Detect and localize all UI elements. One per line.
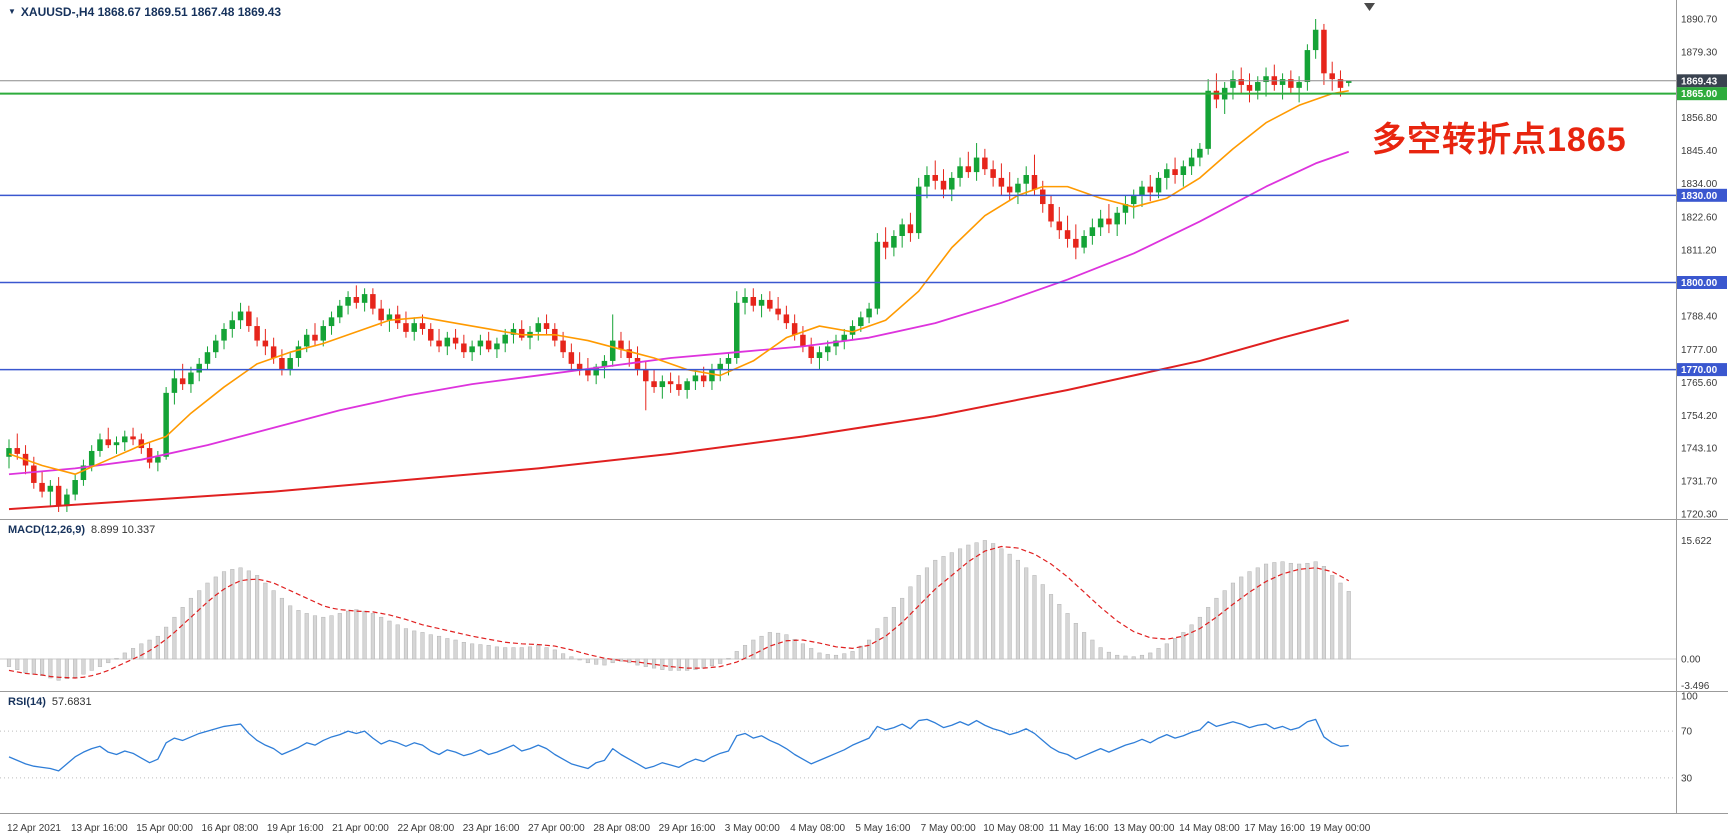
time-axis-label: 11 May 16:00 (1049, 823, 1109, 834)
candlestick-series (6, 19, 1352, 512)
price-badge-label: 1770.00 (1681, 365, 1718, 376)
price-badge (1677, 363, 1727, 377)
time-axis-label: 23 Apr 16:00 (463, 823, 520, 834)
time-axis-label: 28 Apr 08:00 (593, 823, 650, 834)
rsi-name: RSI(14) (8, 696, 46, 708)
price-badge-label: 1865.00 (1681, 89, 1718, 100)
time-axis-label: 19 May 00:00 (1310, 823, 1371, 834)
macd-name: MACD(12,26,9) (8, 524, 86, 536)
price-tick-label: 1788.40 (1681, 312, 1718, 323)
price-tick-label: 1720.30 (1681, 510, 1718, 521)
time-axis-label: 13 May 00:00 (1114, 823, 1175, 834)
time-axis-label: 17 May 16:00 (1244, 823, 1305, 834)
moving-average-lines (8, 89, 1350, 511)
price-tick-label: 1834.00 (1681, 179, 1718, 190)
rsi-tick-label: 70 (1681, 727, 1693, 738)
rsi-value: 57.6831 (51, 696, 92, 708)
price-tick-label: 1890.70 (1681, 15, 1718, 26)
time-axis-label: 7 May 00:00 (921, 823, 976, 834)
time-axis-label: 10 May 08:00 (983, 823, 1044, 834)
price-tick-label: 1811.20 (1681, 245, 1717, 256)
price-badge (1677, 276, 1727, 289)
price-tick-label: 1822.60 (1681, 212, 1718, 223)
price-tick-label: 1743.10 (1681, 443, 1718, 454)
time-axis[interactable]: 12 Apr 2021 13 Apr 16:00 15 Apr 00:00 16 Ap… (7, 823, 1371, 834)
price-badge-label: 1869.43 (1681, 76, 1718, 87)
rsi-indicator-panel (0, 718, 1676, 779)
trade-annotation-text: 多空转折点1865 (1372, 121, 1627, 159)
rsi-tick-label: 30 (1681, 773, 1693, 784)
time-axis-label: 5 May 16:00 (855, 823, 910, 834)
price-badge-label: 1800.00 (1681, 278, 1718, 289)
time-axis-label: 27 Apr 00:00 (528, 823, 585, 834)
price-tick-label: 1765.60 (1681, 378, 1718, 389)
chevron-down-icon[interactable]: ▼ (8, 7, 16, 16)
time-axis-label: 3 May 00:00 (725, 823, 780, 834)
price-badge (1677, 74, 1727, 88)
time-axis-label: 22 Apr 08:00 (397, 823, 454, 834)
chart-title: ▼ XAUUSD-,H4 1868.67 1869.51 1867.48 1869… (8, 5, 281, 19)
price-tick-label: 1731.70 (1681, 476, 1718, 487)
panel-separators (0, 3, 1728, 814)
macd-tick-label: -3.496 (1681, 681, 1710, 692)
macd-values: 8.899 10.337 (91, 524, 156, 536)
time-axis-label: 12 Apr 2021 (7, 823, 61, 834)
time-axis-label: 15 Apr 00:00 (136, 823, 193, 834)
time-axis-label: 21 Apr 00:00 (332, 823, 389, 834)
price-badge-label: 1830.00 (1681, 191, 1718, 202)
symbol-ohlc-text: XAUUSD-,H4 1868.67 1869.51 1867.48 1869.… (20, 5, 282, 19)
macd-indicator-panel (0, 540, 1676, 681)
price-axis[interactable]: 1890.70 1879.30 1856.80 1845.40 1834.00 1822.… (1676, 0, 1728, 813)
macd-label: MACD(12,26,9) 8.899 10.337 (8, 524, 155, 536)
price-tick-label: 1754.20 (1681, 411, 1718, 422)
time-axis-label: 13 Apr 16:00 (71, 823, 128, 834)
price-badge (1677, 188, 1727, 202)
price-tick-label: 1879.30 (1681, 48, 1718, 59)
horizontal-level-lines[interactable] (0, 80, 1676, 371)
rsi-tick-label: 100 (1681, 692, 1698, 703)
time-axis-label: 16 Apr 08:00 (202, 823, 259, 834)
time-axis-label: 4 May 08:00 (790, 823, 845, 834)
chart-shift-marker[interactable] (1364, 3, 1375, 11)
price-badge (1677, 87, 1727, 101)
price-tick-label: 1856.80 (1681, 113, 1718, 124)
price-tick-label: 1845.40 (1681, 146, 1718, 157)
time-axis-label: 14 May 08:00 (1179, 823, 1240, 834)
time-axis-label: 19 Apr 16:00 (267, 823, 324, 834)
price-tick-label: 1777.00 (1681, 345, 1718, 356)
macd-tick-label: 0.00 (1681, 655, 1701, 666)
macd-tick-label: 15.622 (1681, 536, 1712, 547)
time-axis-label: 29 Apr 16:00 (659, 823, 716, 834)
rsi-label: RSI(14) 57.6831 (8, 696, 92, 708)
